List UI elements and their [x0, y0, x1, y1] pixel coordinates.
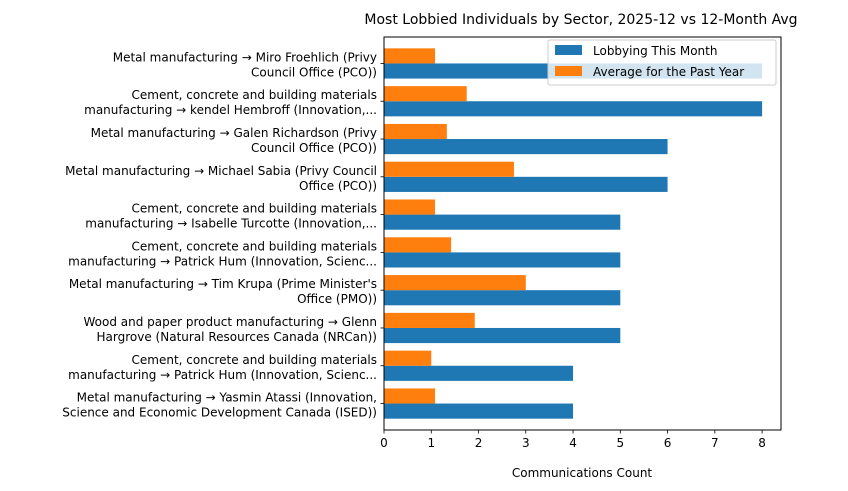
bar-this-month-5 — [384, 252, 621, 268]
legend-frame — [547, 39, 777, 86]
x-axis: 0 1 2 3 4 5 6 7 8 — [380, 430, 766, 450]
bar-this-month-6 — [384, 290, 621, 306]
y-tick-label-7: Wood and paper product manufacturing → G… — [84, 315, 378, 344]
y-tick-label-6: Metal manufacturing → Tim Krupa (Prime M… — [69, 277, 377, 306]
x-tick-label-3: 3 — [522, 436, 530, 450]
bar-past-year-0 — [384, 48, 436, 64]
bar-this-month-9 — [384, 403, 574, 419]
x-tick-label-2: 2 — [475, 436, 483, 450]
bar-past-year-6 — [384, 275, 526, 291]
y-tick-label-5: Cement, concrete and building materials m… — [68, 239, 377, 268]
y-tick-label-0: Metal manufacturing → Miro Froehlich (Pr… — [113, 50, 377, 79]
y-tick-label-8: Cement, concrete and building materials m… — [68, 353, 377, 382]
bar-past-year-3 — [384, 161, 514, 177]
bar-this-month-3 — [384, 176, 668, 192]
x-tick-label-1: 1 — [427, 436, 435, 450]
y-tick-label-2: Metal manufacturing → Galen Richardson (… — [91, 126, 377, 155]
y-tick-label-9: Metal manufacturing → Yasmin Atassi (Inn… — [62, 391, 377, 420]
x-tick-label-4: 4 — [569, 436, 577, 450]
bar-past-year-2 — [384, 123, 447, 140]
x-tick-label-8: 8 — [758, 436, 766, 450]
x-tick-label-5: 5 — [616, 436, 624, 450]
bar-past-year-8 — [384, 350, 432, 366]
bar-this-month-4 — [384, 214, 621, 230]
bar-this-month-8 — [384, 365, 574, 381]
x-tick-label-6: 6 — [664, 436, 672, 450]
bar-this-month-2 — [384, 139, 668, 155]
plot-frame — [383, 36, 782, 431]
x-axis-label: Communications Count — [512, 466, 653, 480]
bar-this-month-1 — [384, 101, 763, 117]
y-axis: Metal manufacturing → Miro Froehlich (Pr… — [62, 50, 384, 420]
legend-label-past-year: Average for the Past Year — [593, 65, 744, 79]
y-tick-label-3: Metal manufacturing → Michael Sabia (Pri… — [65, 164, 377, 193]
legend: Lobbying This Month Average for the Past… — [547, 39, 777, 86]
legend-swatch-past-year — [555, 66, 582, 76]
bar-past-year-4 — [384, 199, 436, 215]
y-tick-label-1: Cement, concrete and building materials m… — [84, 88, 377, 117]
legend-label-this-month: Lobbying This Month — [593, 44, 717, 58]
bar-past-year-7 — [384, 312, 475, 328]
bar-past-year-5 — [384, 237, 452, 253]
y-tick-label-4: Cement, concrete and building materials m… — [85, 202, 377, 231]
bar-past-year-9 — [384, 388, 436, 404]
x-tick-label-7: 7 — [711, 436, 719, 450]
bars-layer — [384, 48, 763, 419]
x-tick-label-0: 0 — [380, 436, 388, 450]
bar-past-year-1 — [384, 86, 467, 102]
bar-this-month-7 — [384, 327, 621, 344]
chart-title: Most Lobbied Individuals by Sector, 2025… — [364, 12, 797, 28]
legend-swatch-this-month — [555, 45, 582, 55]
